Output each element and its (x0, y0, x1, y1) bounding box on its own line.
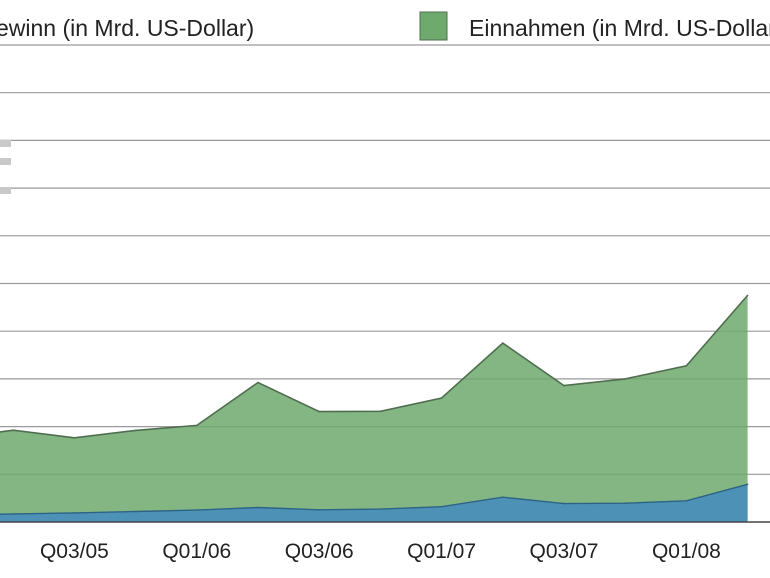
profit-point (134, 510, 137, 513)
legend-band (0, 0, 770, 45)
cropped-axis-mark (0, 187, 11, 194)
profit-area (0, 484, 748, 522)
revenue-area (0, 295, 748, 522)
profit-point (196, 509, 198, 511)
revenue-point (440, 397, 443, 399)
x-tick-label: Q01/08 (652, 540, 721, 563)
profit-point (318, 509, 321, 511)
cropped-axis-mark (0, 158, 11, 165)
revenue-point (502, 342, 504, 344)
x-tick-label: Q03/06 (285, 540, 354, 563)
cropped-axis-mark (0, 140, 11, 147)
legend-label-profit: ewinn (in Mrd. US-Dollar) (0, 15, 254, 41)
x-tick-label: Q03/05 (40, 540, 109, 563)
profit-point (12, 513, 14, 515)
profit-point (440, 505, 443, 508)
x-tick-label: Q01/06 (162, 540, 231, 563)
revenue-point (685, 365, 688, 367)
revenue-point (746, 294, 749, 297)
revenue-point (12, 429, 14, 432)
profit-point (73, 512, 76, 514)
profit-point (746, 483, 749, 486)
profit-point (685, 500, 688, 502)
profit-point (624, 502, 626, 505)
revenue-point (134, 429, 137, 432)
revenue-line (0, 294, 749, 439)
revenue-point (624, 378, 626, 380)
profit-point (563, 502, 565, 505)
revenue-point (257, 381, 259, 384)
profit-point (379, 508, 382, 510)
revenue-point (379, 410, 382, 413)
revenue-point (196, 424, 198, 427)
profit-point (257, 506, 259, 509)
legend-swatch-revenue (419, 11, 448, 41)
revenue-point (563, 384, 565, 387)
revenue-point (318, 410, 321, 413)
x-tick-label: Q03/07 (530, 540, 599, 563)
x-tick-label: Q01/07 (407, 540, 476, 563)
profit-point (502, 496, 504, 499)
profit-line (0, 483, 748, 515)
legend-label-revenue: Einnahmen (in Mrd. US-Dollar) (469, 15, 770, 41)
revenue-point (73, 437, 76, 439)
